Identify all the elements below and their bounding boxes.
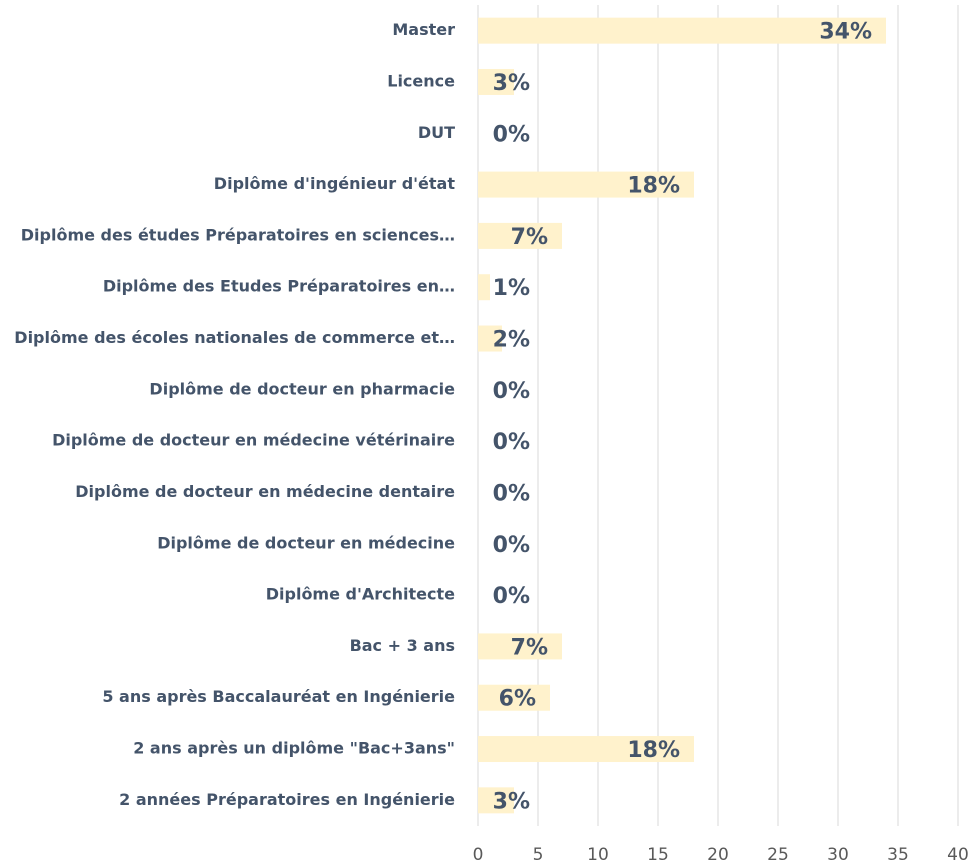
- category-label: Diplôme de docteur en médecine vétérinai…: [52, 431, 455, 450]
- bar: [478, 736, 694, 763]
- value-label: 18%: [627, 174, 680, 199]
- value-label: 0%: [493, 584, 530, 609]
- category-label: Master: [392, 20, 455, 39]
- value-label: 0%: [493, 122, 530, 147]
- value-label: 1%: [493, 276, 530, 301]
- value-label: 6%: [499, 687, 536, 712]
- bar: [478, 17, 886, 44]
- bar: [478, 325, 502, 352]
- bar: [478, 274, 490, 301]
- category-label: Bac + 3 ans: [350, 636, 455, 655]
- value-label: 0%: [493, 379, 530, 404]
- category-label: Diplôme de docteur en médecine dentaire: [75, 482, 455, 501]
- category-label: 2 années Préparatoires en Ingénierie: [119, 790, 455, 809]
- x-tick-label: 40: [947, 845, 969, 865]
- value-label: 7%: [511, 225, 548, 250]
- bar: [478, 171, 694, 198]
- bar: [478, 68, 514, 95]
- category-label: Diplôme de docteur en pharmacie: [149, 379, 455, 398]
- category-label: Diplôme des Etudes Préparatoires en…: [103, 277, 455, 296]
- x-tick-label: 5: [533, 845, 544, 865]
- category-label: 2 ans après un diplôme "Bac+3ans": [133, 739, 455, 758]
- category-label: Diplôme des écoles nationales de commerc…: [14, 328, 455, 347]
- x-tick-label: 35: [887, 845, 909, 865]
- value-label: 18%: [627, 738, 680, 763]
- value-label: 2%: [493, 328, 530, 353]
- value-label: 3%: [493, 789, 530, 814]
- category-label: Diplôme d'Architecte: [266, 585, 455, 604]
- category-label: Diplôme de docteur en médecine: [157, 533, 455, 552]
- category-label: Licence: [387, 71, 455, 90]
- value-label: 0%: [493, 481, 530, 506]
- value-label: 0%: [493, 533, 530, 558]
- value-label: 7%: [511, 635, 548, 660]
- value-label: 0%: [493, 430, 530, 455]
- category-label: 5 ans après Baccalauréat en Ingénierie: [102, 687, 455, 706]
- x-tick-label: 0: [473, 845, 484, 865]
- bar: [478, 684, 550, 711]
- category-label: Diplôme d'ingénieur d'état: [214, 174, 456, 193]
- x-tick-label: 15: [647, 845, 669, 865]
- x-tick-label: 20: [707, 845, 729, 865]
- category-label: DUT: [418, 123, 455, 142]
- x-tick-label: 30: [827, 845, 849, 865]
- value-label: 34%: [819, 20, 872, 45]
- bar: [478, 787, 514, 814]
- x-tick-label: 25: [767, 845, 789, 865]
- bar: [478, 633, 562, 660]
- x-tick-label: 10: [587, 845, 609, 865]
- bar: [478, 222, 562, 249]
- value-label: 3%: [493, 71, 530, 96]
- category-label: Diplôme des études Préparatoires en scie…: [21, 225, 455, 244]
